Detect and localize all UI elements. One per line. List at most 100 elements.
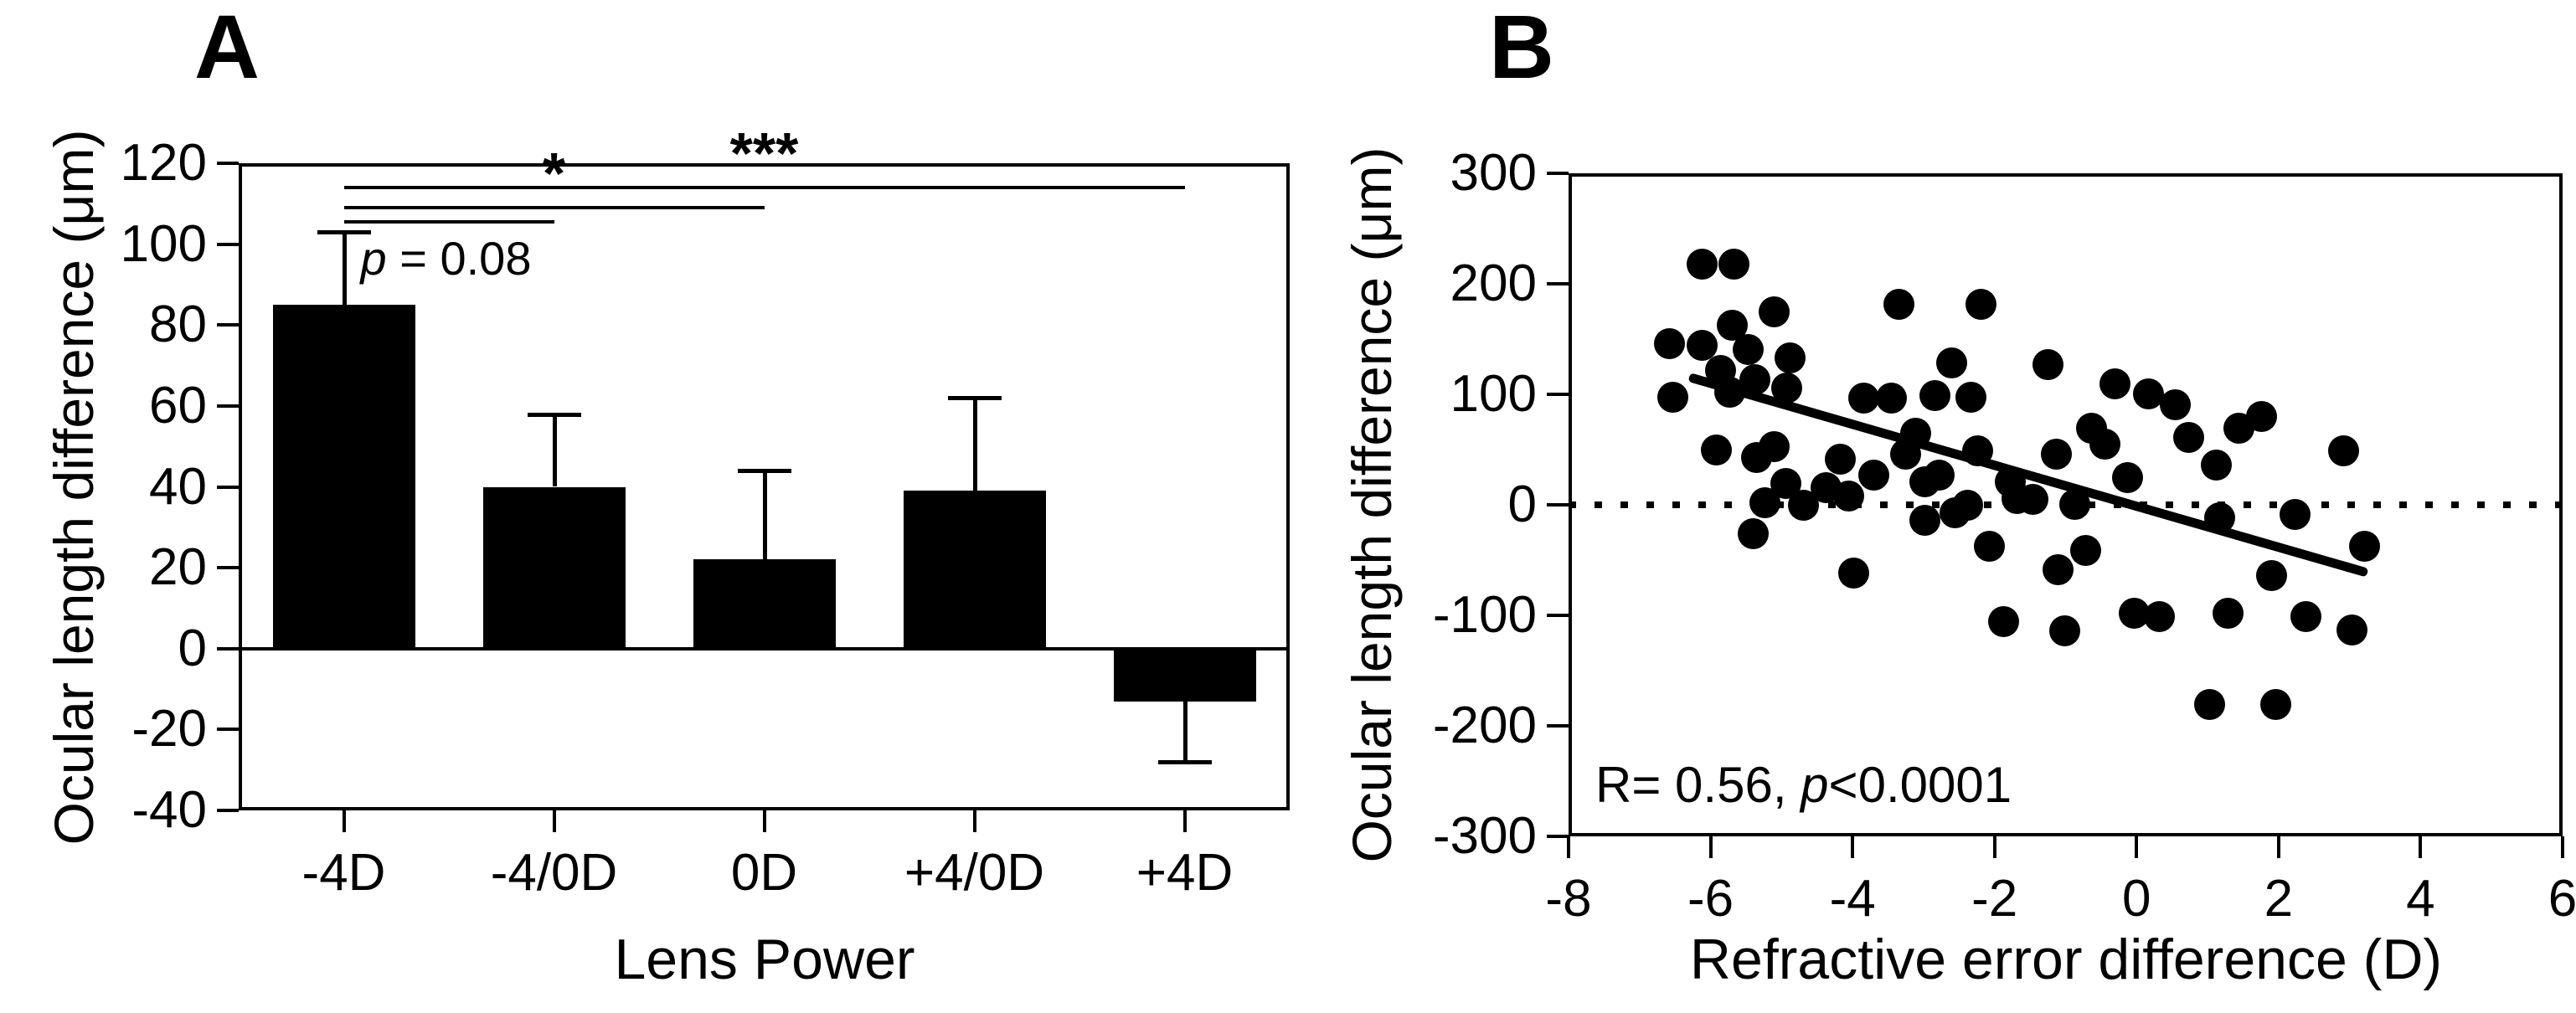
significance-label-2: *** xyxy=(639,124,890,183)
panel-b-y-tick xyxy=(1547,835,1569,838)
panel-a-y-tick xyxy=(217,404,239,408)
panel-b-y-tick xyxy=(1547,503,1569,506)
significance-bracket-2 xyxy=(343,185,1185,189)
scatter-point xyxy=(1759,431,1790,463)
panel-b-y-tick-label: 0 xyxy=(1507,476,1537,533)
scatter-point xyxy=(2336,614,2368,646)
panel-b-x-tick-label: 6 xyxy=(2548,870,2576,928)
scatter-point xyxy=(2043,553,2074,585)
scatter-point xyxy=(1875,382,1907,414)
scatter-point xyxy=(1987,605,2019,637)
scatter-point xyxy=(2279,498,2311,530)
panel-a-y-tick-label: 20 xyxy=(149,538,207,597)
scatter-point xyxy=(1687,249,1718,280)
panel-b-x-tick xyxy=(2561,836,2564,858)
scatter-point xyxy=(1654,328,1686,360)
panel-a-zero-line xyxy=(239,646,1290,650)
scatter-point xyxy=(2048,615,2080,647)
panel-a-y-tick-label: -40 xyxy=(131,781,207,839)
scatter-point xyxy=(2259,688,2291,720)
error-bar-stem-+4/0D xyxy=(972,398,977,491)
scatter-point xyxy=(1656,381,1688,413)
scatter-point xyxy=(1833,481,1865,512)
panel-b-x-tick xyxy=(1567,836,1570,858)
significance-label-1: * xyxy=(429,144,680,203)
panel-a-x-tick xyxy=(552,810,556,832)
panel-a-y-tick xyxy=(217,242,239,246)
scatter-point xyxy=(1883,288,1915,320)
panel-a-x-tick-label: +4/0D xyxy=(904,844,1045,902)
error-bar-cap-0D xyxy=(737,469,791,474)
correlation-stats-annotation: R= 0.56, p<0.0001 xyxy=(1595,760,2012,810)
error-bar-cap--4/0D xyxy=(527,412,581,417)
scatter-point xyxy=(2040,439,2072,471)
panel-a-x-tick-label: +4D xyxy=(1136,844,1234,902)
scatter-point xyxy=(2290,601,2322,633)
panel-b-y-tick-label: 200 xyxy=(1450,255,1537,312)
panel-b-x-tick xyxy=(2135,836,2139,858)
stats-prefix: R= 0.56, xyxy=(1595,757,1801,813)
panel-b-x-tick-label: -8 xyxy=(1545,870,1592,928)
stats-p-symbol: p xyxy=(1801,757,1829,813)
bar--4D xyxy=(272,305,415,649)
significance-bracket-0 xyxy=(343,220,554,224)
panel-b-x-tick-label: -6 xyxy=(1687,870,1734,928)
panel-a-y-tick-label: 80 xyxy=(149,296,207,354)
error-bar-cap--4D xyxy=(317,230,371,235)
scatter-point xyxy=(1955,381,1986,413)
scatter-point xyxy=(1732,333,1764,365)
scatter-point xyxy=(1737,518,1769,550)
panel-a-y-tick xyxy=(217,728,239,732)
scatter-point xyxy=(2201,450,2233,481)
panel-b-y-tick xyxy=(1547,172,1569,175)
panel-a-y-tick xyxy=(217,809,239,812)
panel-a-y-tick xyxy=(217,646,239,650)
error-bar-cap-+4/0D xyxy=(947,396,1002,401)
panel-b-x-tick-label: -4 xyxy=(1829,870,1876,928)
panel-a-x-tick-label: -4/0D xyxy=(490,844,618,902)
scatter-point xyxy=(1857,460,1889,491)
scatter-point xyxy=(2132,378,2164,409)
panel-a-y-tick xyxy=(217,323,239,327)
panel-a-x-tick xyxy=(972,810,976,832)
scatter-point xyxy=(2143,601,2175,633)
bar--4/0D xyxy=(482,486,626,649)
scatter-point xyxy=(1847,382,1879,414)
panel-b-x-tick-label: -2 xyxy=(1971,870,2018,928)
panel-a-plot-frame xyxy=(239,163,1290,810)
panel-b-x-tick xyxy=(1708,836,1713,858)
scatter-point xyxy=(1700,435,1732,465)
panel-a-x-tick xyxy=(342,810,346,832)
scatter-point xyxy=(1759,296,1790,327)
scatter-point xyxy=(1935,347,1967,378)
scatter-point xyxy=(2245,401,2277,433)
scatter-point xyxy=(1965,288,1996,320)
scatter-point xyxy=(2193,688,2225,720)
scatter-point xyxy=(1923,460,1955,491)
scatter-point xyxy=(2173,422,2205,454)
scatter-point xyxy=(2212,598,2244,630)
panel-b-y-tick-label: -300 xyxy=(1432,807,1537,865)
panel-b-x-tick xyxy=(2419,836,2423,858)
scatter-point xyxy=(1718,249,1749,280)
scatter-point xyxy=(1973,530,2005,562)
scatter-point xyxy=(2089,429,2121,460)
significance-label-part: p xyxy=(360,232,387,285)
error-bar-cap-+4D xyxy=(1157,760,1212,765)
panel-b-y-tick-label: 300 xyxy=(1450,144,1537,202)
scatter-point xyxy=(1909,505,1940,537)
panel-b-x-tick-label: 2 xyxy=(2264,870,2294,928)
scatter-point xyxy=(1687,329,1718,361)
scatter-point xyxy=(2160,388,2192,420)
scatter-point xyxy=(1774,342,1806,374)
panel-b-y-tick xyxy=(1547,282,1569,285)
scatter-point xyxy=(2256,560,2288,592)
panel-a-x-tick xyxy=(1182,810,1187,832)
scatter-point xyxy=(1824,443,1856,475)
panel-b-x-tick-label: 4 xyxy=(2406,870,2435,928)
panel-a-y-tick-label: 100 xyxy=(120,214,207,273)
error-bar-stem--4/0D xyxy=(552,414,557,487)
panel-b-y-tick xyxy=(1547,724,1569,728)
error-bar-stem--4D xyxy=(342,232,347,306)
